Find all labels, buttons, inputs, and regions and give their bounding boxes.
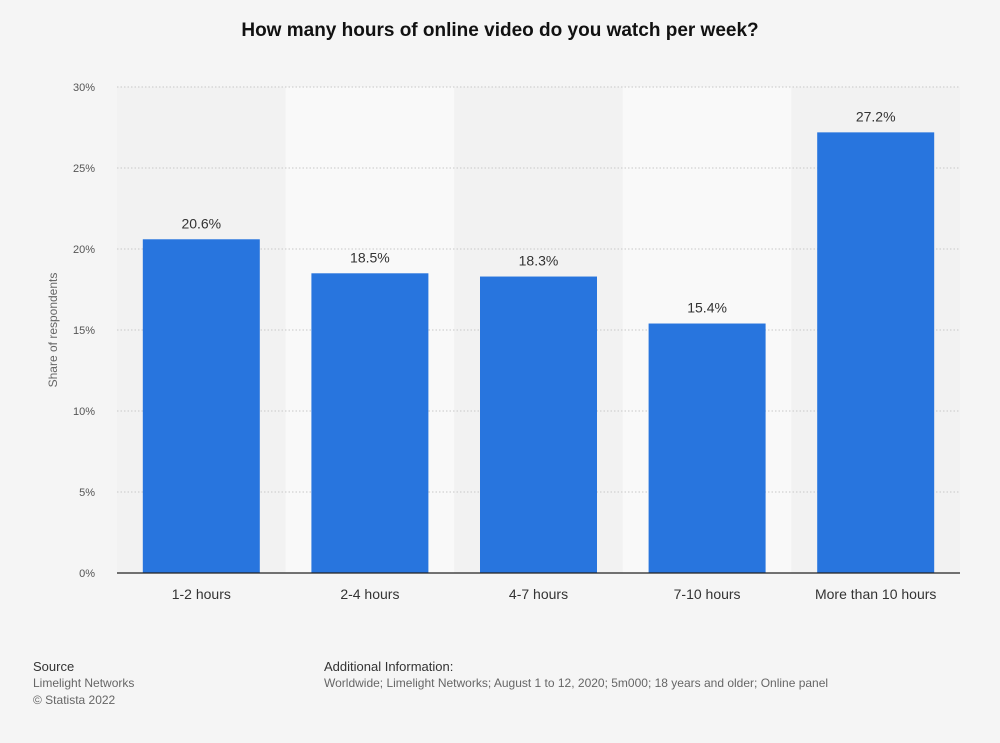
category-label: More than 10 hours: [815, 586, 936, 602]
data-label: 15.4%: [687, 300, 727, 316]
additional-info-block: Additional Information: Worldwide; Limel…: [324, 658, 828, 692]
y-tick-label: 10%: [73, 406, 95, 418]
y-tick-label: 0%: [79, 568, 95, 580]
category-label: 1-2 hours: [172, 586, 231, 602]
chart-title: How many hours of online video do you wa…: [241, 20, 759, 41]
bar[interactable]: [648, 323, 766, 573]
copyright-text: © Statista 2022: [33, 693, 116, 707]
bar[interactable]: [142, 239, 260, 573]
bar[interactable]: [311, 273, 429, 573]
data-labels: 20.6% 18.5% 18.3% 15.4% 27.2%: [181, 108, 895, 315]
data-label: 18.5%: [350, 249, 390, 265]
y-tick-labels: 0% 5% 10% 15% 20% 25% 30%: [73, 82, 95, 580]
data-label: 20.6%: [181, 215, 221, 231]
y-axis-title: Share of respondents: [46, 273, 60, 388]
y-tick-label: 15%: [73, 325, 95, 337]
source-block: Source Limelight Networks © Statista 202…: [33, 658, 134, 709]
data-label: 27.2%: [856, 108, 896, 124]
category-label: 7-10 hours: [674, 586, 741, 602]
source-heading: Source: [33, 659, 75, 674]
y-tick-label: 5%: [79, 487, 95, 499]
bar[interactable]: [480, 276, 597, 573]
y-tick-label: 30%: [73, 82, 95, 94]
category-labels: 1-2 hours 2-4 hours 4-7 hours 7-10 hours Mor…: [172, 586, 937, 602]
category-label: 2-4 hours: [340, 586, 399, 602]
source-name[interactable]: Limelight Networks: [33, 676, 135, 690]
y-tick-label: 25%: [73, 163, 95, 175]
data-label: 18.3%: [519, 253, 559, 269]
additional-info-text: Worldwide; Limelight Networks; August 1 …: [324, 676, 829, 690]
bars: [142, 132, 935, 574]
category-label: 4-7 hours: [509, 586, 568, 602]
additional-info-heading: Additional Information:: [324, 659, 454, 674]
y-tick-label: 20%: [73, 244, 95, 256]
bar[interactable]: [817, 132, 935, 574]
